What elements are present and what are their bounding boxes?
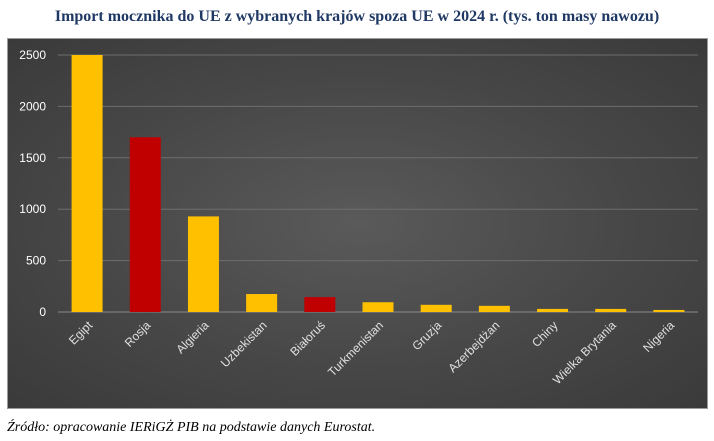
chart-title: Import mocznika do UE z wybranych krajów…: [54, 8, 660, 25]
y-tick-label: 1000: [19, 202, 46, 216]
bar-chart: 0 500 1000 1500 2000 2500 Egipt Rosja Algieria U…: [19, 48, 698, 387]
bar-9: [595, 308, 627, 312]
x-category-label: Azerbejdżan: [445, 318, 502, 375]
bars: [71, 55, 685, 312]
x-axis-labels: Egipt Rosja Algieria Uzbekistan BiałoruśTurk…: [66, 318, 677, 387]
x-category-label: Chiny: [529, 318, 561, 350]
bar-8: [537, 308, 569, 312]
gridlines: [58, 54, 698, 313]
bar-10: [653, 309, 685, 312]
x-category-label: Białoruś: [287, 318, 328, 359]
bar-0: [71, 55, 103, 312]
x-category-label: Egipt: [66, 318, 96, 348]
x-category-label: Nigeria: [640, 318, 677, 355]
bar-6: [420, 304, 452, 312]
source-note: Źródło: opracowanie IERiGŻ PIB na podsta…: [7, 420, 376, 435]
bar-1: [129, 137, 161, 312]
y-tick-label: 0: [39, 305, 46, 319]
bar-5: [362, 302, 394, 312]
y-tick-label: 1500: [19, 151, 46, 165]
x-category-label: Turkmenistan: [325, 318, 386, 379]
y-axis-ticks: 0 500 1000 1500 2000 2500: [19, 48, 46, 319]
y-tick-label: 500: [26, 254, 46, 268]
x-category-label: Rosja: [122, 318, 154, 350]
x-category-label: Uzbekistan: [218, 318, 270, 370]
bar-4: [304, 297, 336, 312]
y-tick-label: 2500: [19, 48, 46, 62]
bar-2: [187, 216, 219, 312]
x-category-label: Gruzja: [409, 318, 444, 353]
x-category-label: Algieria: [173, 318, 211, 356]
bar-3: [246, 294, 278, 312]
y-tick-label: 2000: [19, 99, 46, 113]
chart-area: 0 500 1000 1500 2000 2500 Egipt Rosja Algieria U…: [7, 38, 708, 409]
bar-7: [478, 305, 510, 312]
